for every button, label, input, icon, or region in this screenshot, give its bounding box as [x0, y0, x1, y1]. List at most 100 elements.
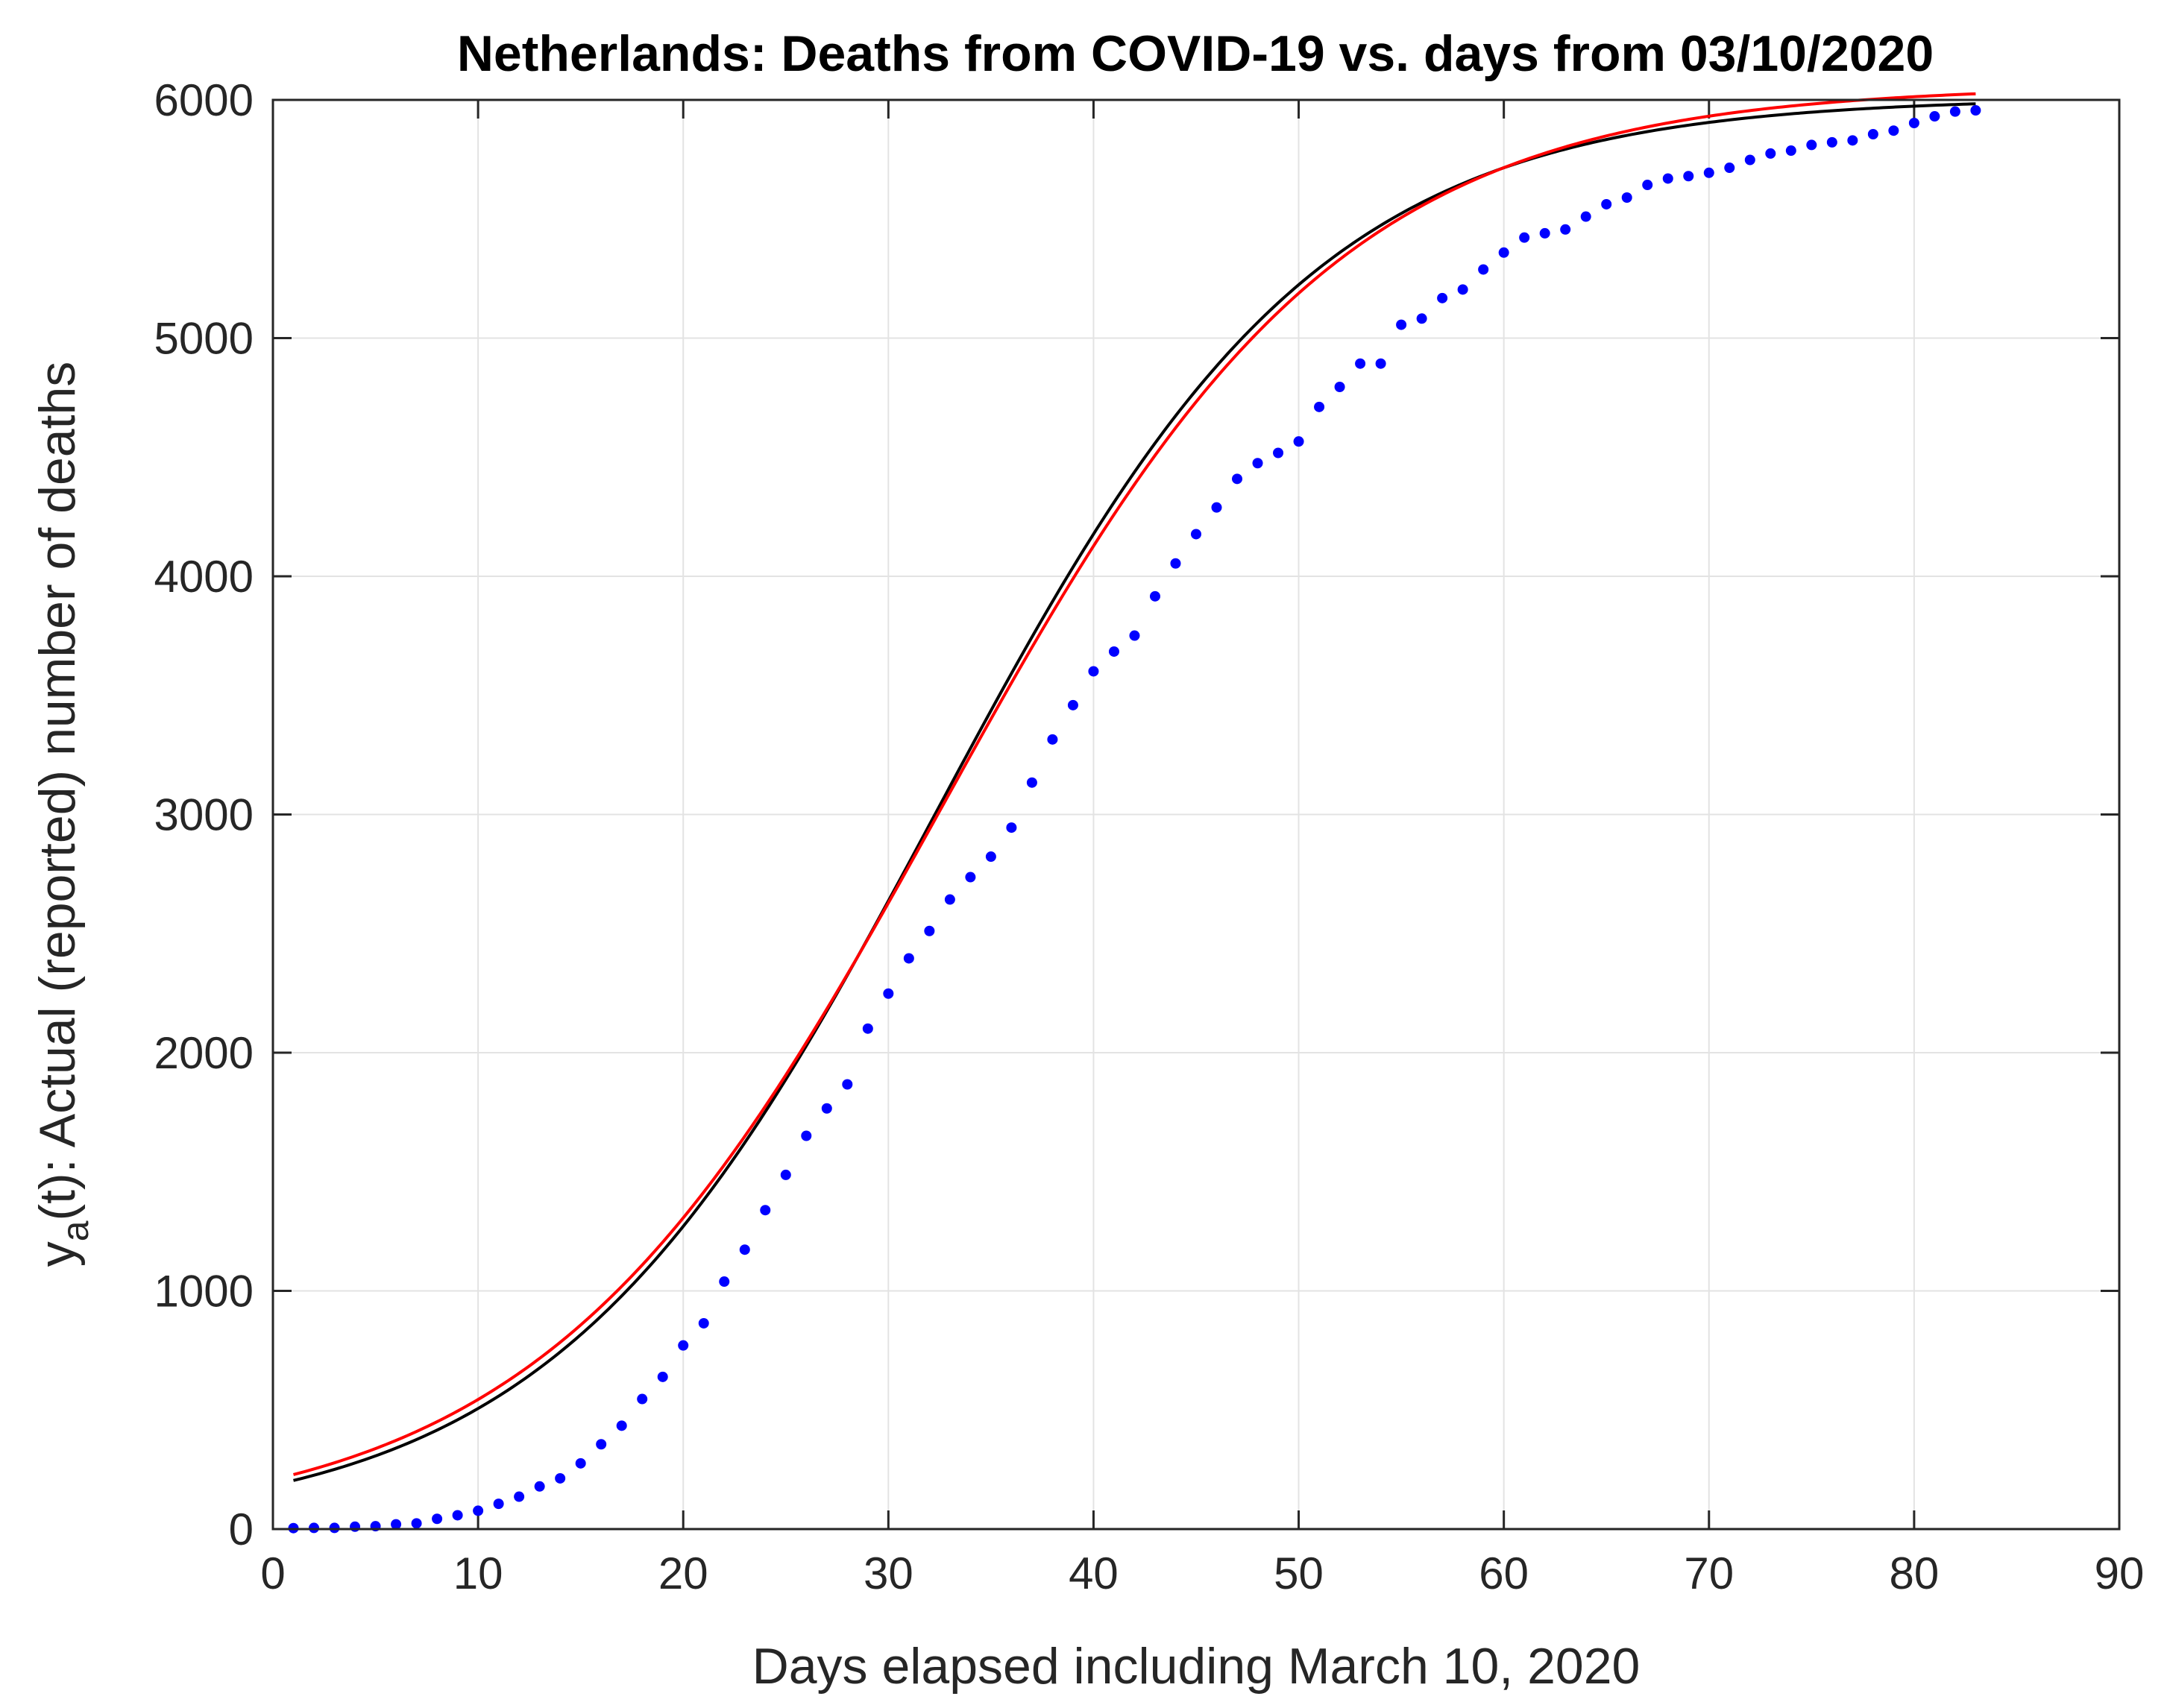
y-tick-label: 4000 — [154, 552, 254, 602]
data-point — [719, 1276, 730, 1288]
x-tick-label: 70 — [1684, 1548, 1734, 1598]
data-point — [1601, 198, 1612, 209]
data-point — [780, 1169, 791, 1180]
data-point — [1026, 777, 1037, 788]
y-axis-label-rest: (t): Actual (reported) number of deaths — [29, 362, 86, 1221]
data-point — [985, 851, 996, 863]
data-point — [493, 1499, 504, 1510]
data-point — [1519, 232, 1530, 243]
data-point — [698, 1317, 709, 1329]
data-point — [924, 925, 935, 936]
data-point — [1457, 284, 1468, 295]
x-tick-label: 50 — [1274, 1548, 1324, 1598]
data-point — [903, 953, 914, 964]
data-point — [514, 1491, 525, 1502]
data-point — [883, 988, 894, 999]
y-tick-labels: 0 1000 2000 3000 4000 5000 6000 — [154, 75, 254, 1554]
data-point — [1970, 105, 1981, 116]
x-tick-label: 10 — [453, 1548, 503, 1598]
data-point — [534, 1481, 545, 1492]
series-line-2 — [292, 92, 1976, 1476]
data-point — [1703, 167, 1714, 178]
data-point — [801, 1130, 812, 1141]
y-tick-label: 2000 — [154, 1028, 254, 1078]
data-point — [1211, 502, 1222, 513]
data-point — [555, 1472, 566, 1484]
x-tick-label: 40 — [1069, 1548, 1119, 1598]
data-point — [821, 1103, 832, 1114]
data-point — [637, 1393, 648, 1405]
data-point — [309, 1522, 320, 1534]
data-point — [1478, 264, 1489, 275]
y-axis-label: ya(t): Actual (reported) number of death… — [29, 362, 96, 1267]
data-point — [1334, 382, 1345, 392]
data-point — [1498, 247, 1509, 258]
data-point — [1232, 473, 1243, 485]
grid-lines — [273, 100, 2119, 1529]
data-point — [1929, 111, 1940, 122]
data-point — [1437, 292, 1448, 303]
data-point — [1662, 173, 1673, 184]
series-line-1 — [293, 102, 1976, 1482]
data-point — [1765, 148, 1776, 159]
y-axis-label-main: y — [29, 1241, 86, 1267]
x-axis-label: Days elapsed including March 10, 2020 — [752, 1638, 1641, 1695]
data-point — [1806, 139, 1817, 151]
data-point — [1683, 171, 1694, 182]
y-tick-label: 1000 — [154, 1267, 254, 1317]
y-tick-label: 0 — [229, 1504, 254, 1554]
data-point — [1785, 145, 1796, 157]
data-point — [1888, 125, 1899, 136]
data-point — [678, 1340, 689, 1351]
data-point — [1621, 192, 1632, 203]
y-tick-label: 3000 — [154, 790, 254, 840]
data-point — [1006, 822, 1017, 833]
data-point — [1129, 630, 1140, 641]
data-point — [1580, 211, 1591, 222]
x-tick-label: 60 — [1479, 1548, 1529, 1598]
data-point — [1867, 129, 1878, 140]
data-point — [1560, 224, 1571, 235]
data-point — [1314, 401, 1325, 412]
data-point — [350, 1521, 361, 1532]
data-point — [1642, 180, 1653, 191]
data-point — [657, 1371, 668, 1382]
x-tick-label: 20 — [658, 1548, 708, 1598]
data-point — [616, 1420, 627, 1431]
data-point — [411, 1518, 422, 1529]
data-point — [329, 1522, 340, 1534]
y-tick-label: 5000 — [154, 314, 254, 364]
data-point — [760, 1205, 771, 1216]
data-point — [575, 1458, 586, 1469]
x-tick-label: 30 — [864, 1548, 913, 1598]
x-tick-label: 80 — [1890, 1548, 1940, 1598]
data-point — [1396, 319, 1407, 330]
x-tick-label: 0 — [260, 1548, 285, 1598]
data-point — [596, 1439, 607, 1450]
data-point — [1416, 313, 1427, 324]
data-point — [1149, 590, 1160, 602]
x-tick-labels: 0 10 20 30 40 50 60 70 80 90 — [260, 1548, 2144, 1598]
data-point — [432, 1513, 443, 1525]
y-tick-label: 6000 — [154, 75, 254, 125]
data-point — [1108, 646, 1119, 657]
chart-title: Netherlands: Deaths from COVID-19 vs. da… — [457, 25, 1934, 82]
data-point — [1724, 163, 1735, 174]
data-point — [965, 872, 976, 883]
data-point — [1908, 117, 1919, 128]
data-point — [1067, 699, 1078, 710]
data-point — [1355, 358, 1366, 369]
data-point — [1047, 734, 1058, 745]
data-point — [1539, 227, 1550, 239]
data-point — [739, 1244, 750, 1255]
data-point — [944, 894, 955, 905]
data-point — [391, 1519, 402, 1530]
data-point — [1375, 358, 1386, 369]
data-point — [1293, 436, 1304, 447]
data-point — [1191, 529, 1201, 540]
plot-frame — [271, 98, 2121, 1531]
data-point — [452, 1510, 463, 1521]
data-point — [473, 1505, 484, 1516]
data-point — [1949, 106, 1960, 117]
